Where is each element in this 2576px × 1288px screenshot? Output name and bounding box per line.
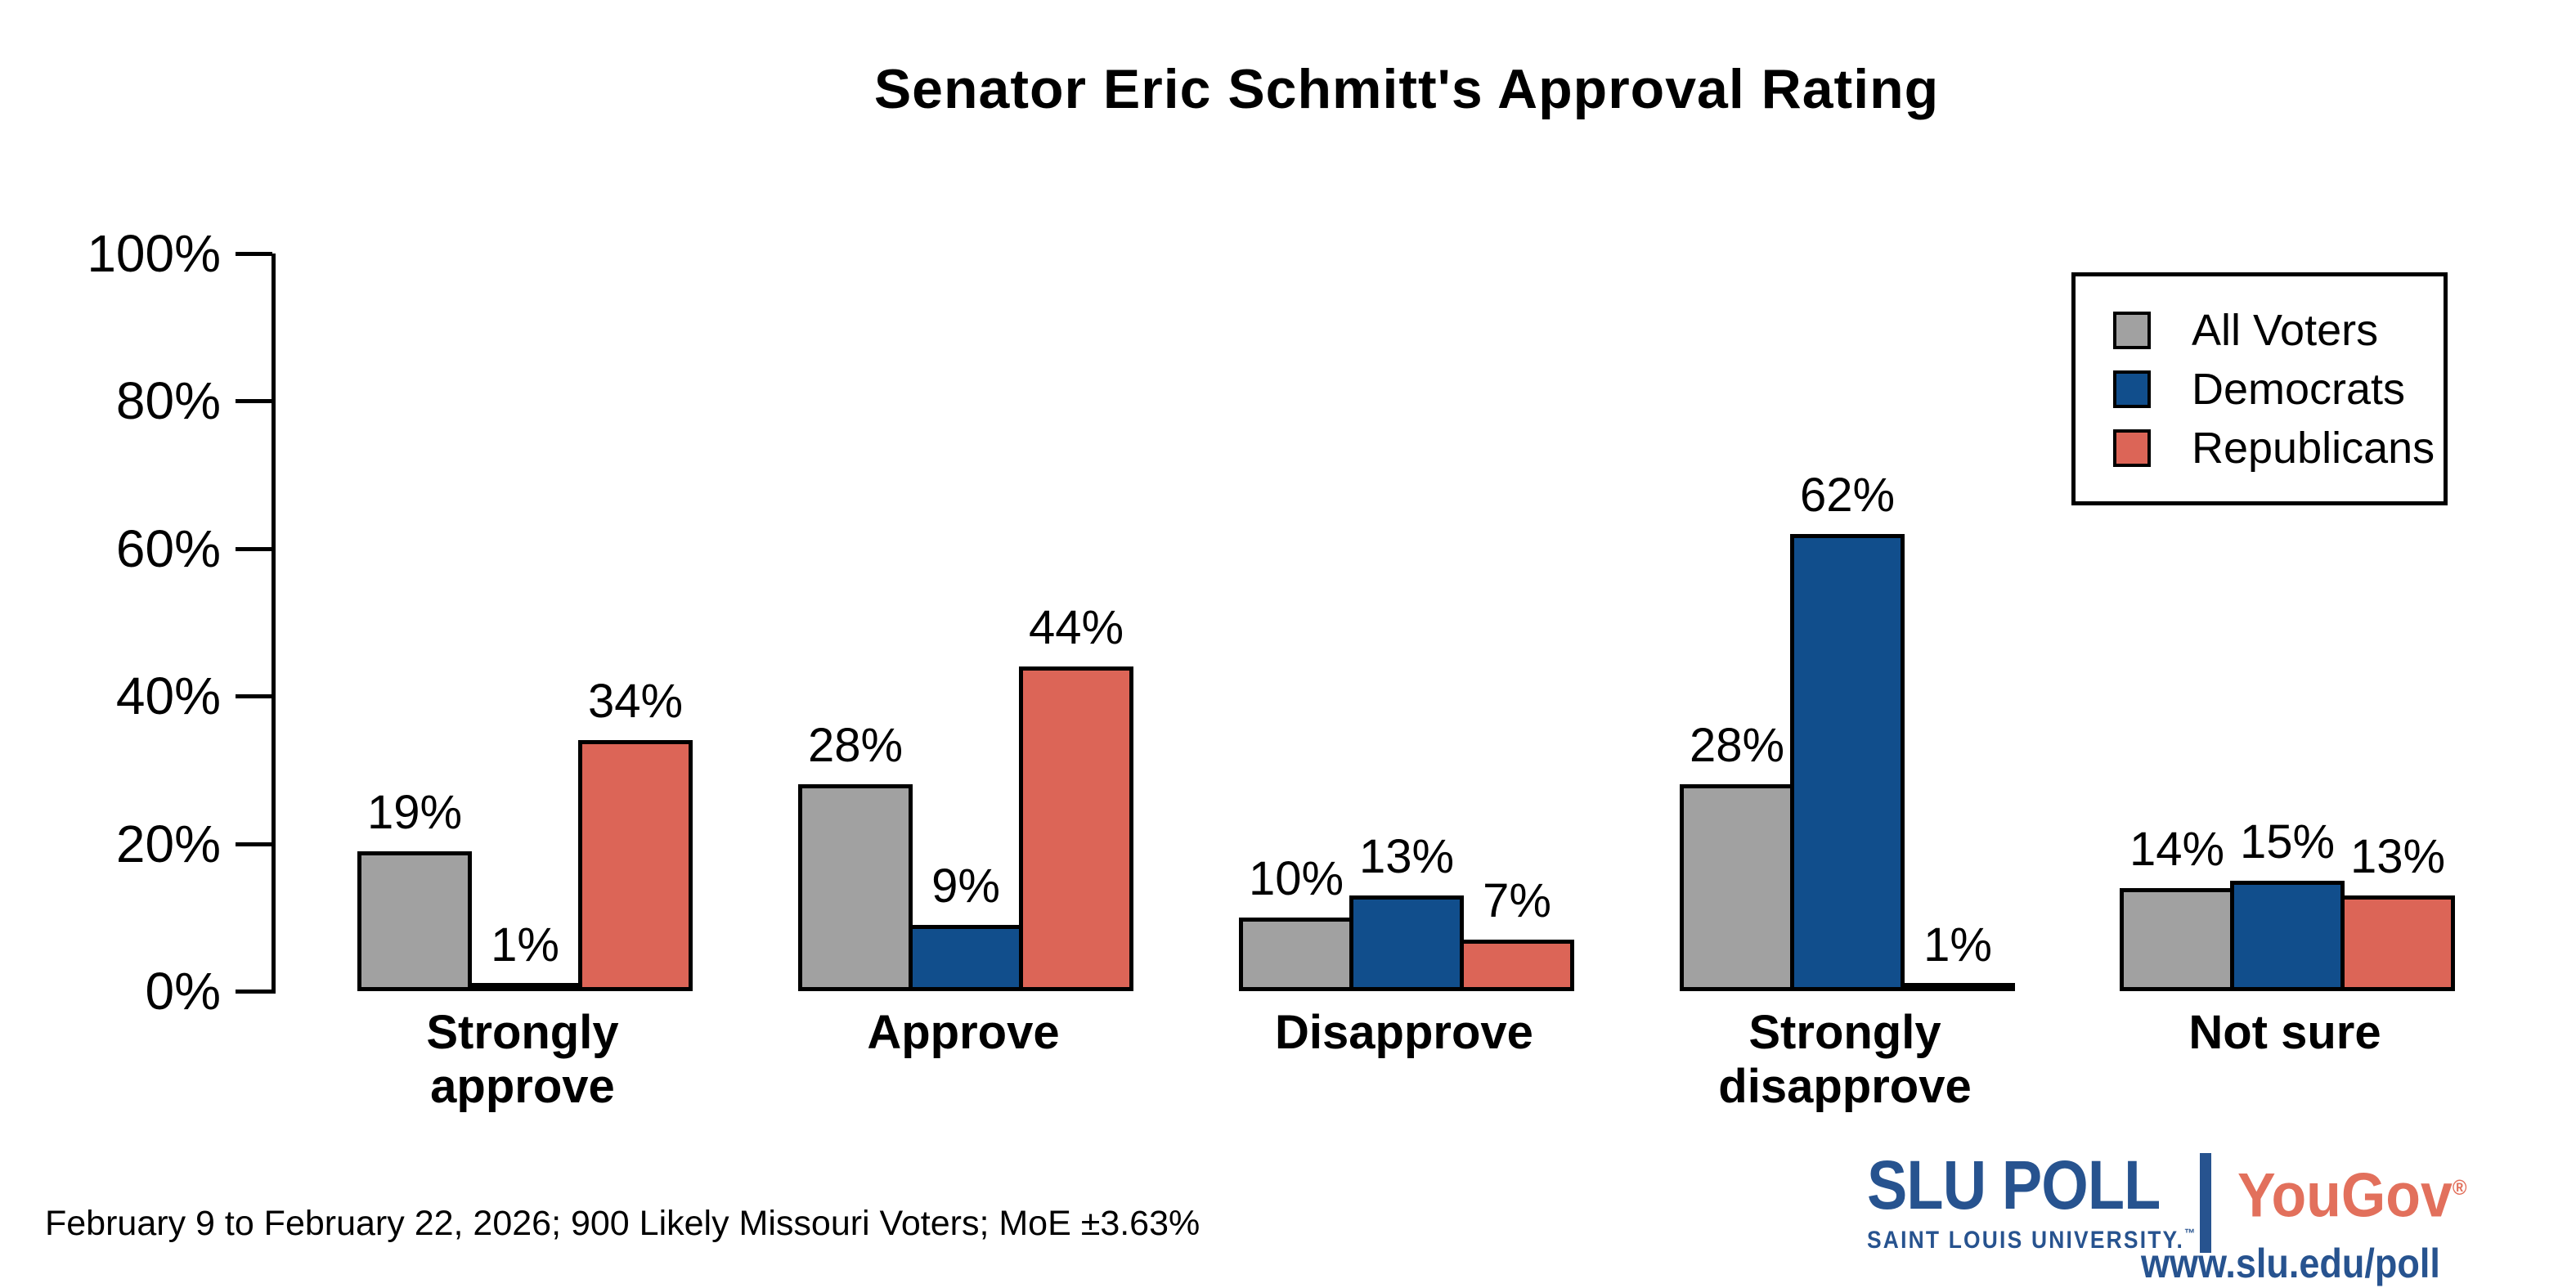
value-label-all-voters-strongly-approve: 19% <box>366 786 463 839</box>
registered-symbol: ® <box>2452 1175 2467 1200</box>
saint-louis-university-wordmark: SAINT LOUIS UNIVERSITY.™ <box>1867 1227 2197 1254</box>
bar-democrats-strongly-disapprove <box>1790 534 1905 991</box>
legend-row-all-voters: All Voters <box>2113 306 2444 355</box>
legend-label: Democrats <box>2192 364 2406 414</box>
bar-republicans-not-sure <box>2340 895 2455 991</box>
bar-republicans-disapprove <box>1460 940 1574 991</box>
bar-democrats-strongly-approve <box>468 983 582 991</box>
legend-swatch-democrats <box>2113 370 2151 408</box>
value-label-republicans-not-sure: 13% <box>2349 830 2446 883</box>
y-axis-tick-label: 40% <box>115 666 221 726</box>
category-label-strongly-approve: Strongly approve <box>426 1006 619 1113</box>
value-label-republicans-approve: 44% <box>1028 601 1124 654</box>
bar-republicans-strongly-approve <box>578 740 693 991</box>
value-label-all-voters-disapprove: 10% <box>1248 852 1344 905</box>
slu-poll-logo: SLU POLL SAINT LOUIS UNIVERSITY.™ <box>1867 1150 2197 1254</box>
methodology-note: February 9 to February 22, 2026; 900 Lik… <box>45 1204 1200 1243</box>
y-axis-tick-label: 20% <box>115 814 221 873</box>
yougov-logo: YouGov® <box>2237 1160 2467 1231</box>
bar-democrats-not-sure <box>2230 881 2345 991</box>
y-axis-tick <box>236 694 272 699</box>
category-label-approve: Approve <box>867 1006 1060 1059</box>
value-label-republicans-disapprove: 7% <box>1483 874 1551 927</box>
y-axis-tick-label: 60% <box>115 518 221 578</box>
legend-label: All Voters <box>2192 305 2379 355</box>
category-label-not-sure: Not sure <box>2188 1006 2381 1059</box>
legend: All Voters Democrats Republicans <box>2071 272 2448 505</box>
value-label-all-voters-strongly-disapprove: 28% <box>1689 719 1785 772</box>
bar-all-voters-approve <box>798 784 913 991</box>
value-label-democrats-strongly-disapprove: 62% <box>1799 469 1896 522</box>
value-label-all-voters-not-sure: 14% <box>2129 823 2225 876</box>
bar-all-voters-disapprove <box>1239 918 1353 991</box>
chart-title: Senator Eric Schmitt's Approval Rating <box>873 58 1940 120</box>
bar-all-voters-strongly-disapprove <box>1680 784 1794 991</box>
trademark-symbol: ™ <box>2183 1227 2197 1241</box>
y-axis-tick-label: 80% <box>115 371 221 431</box>
y-axis-tick-label: 0% <box>145 962 222 1021</box>
y-axis-tick-label: 100% <box>87 224 221 283</box>
value-label-democrats-strongly-approve: 1% <box>491 918 559 972</box>
y-axis-tick <box>236 990 272 994</box>
y-axis-tick <box>236 399 272 404</box>
logo-divider <box>2200 1153 2211 1253</box>
bar-all-voters-strongly-approve <box>357 851 472 991</box>
y-axis-tick <box>236 546 272 551</box>
slu-poll-url: www.slu.edu/poll <box>2141 1241 2440 1286</box>
value-label-democrats-disapprove: 13% <box>1358 830 1455 883</box>
y-axis-tick <box>236 841 272 846</box>
legend-label: Republicans <box>2192 423 2435 473</box>
legend-swatch-republicans <box>2113 429 2151 467</box>
slu-poll-wordmark: SLU POLL <box>1867 1147 2161 1223</box>
bar-republicans-strongly-disapprove <box>1901 983 2015 991</box>
value-label-democrats-not-sure: 15% <box>2239 815 2336 868</box>
legend-row-democrats: Democrats <box>2113 365 2444 414</box>
value-label-democrats-approve: 9% <box>931 859 1000 913</box>
category-label-disapprove: Disapprove <box>1275 1006 1533 1059</box>
y-axis-tick <box>236 252 272 256</box>
bar-all-voters-not-sure <box>2120 888 2234 991</box>
y-axis-line <box>272 254 276 994</box>
legend-swatch-all-voters <box>2113 311 2151 349</box>
bar-republicans-approve <box>1019 666 1133 991</box>
value-label-republicans-strongly-disapprove: 1% <box>1923 918 1992 972</box>
bar-democrats-approve <box>909 925 1023 991</box>
category-label-strongly-disapprove: Strongly disapprove <box>1718 1006 1972 1113</box>
legend-row-republicans: Republicans <box>2113 424 2444 473</box>
value-label-republicans-strongly-approve: 34% <box>587 675 684 728</box>
value-label-all-voters-approve: 28% <box>807 719 904 772</box>
